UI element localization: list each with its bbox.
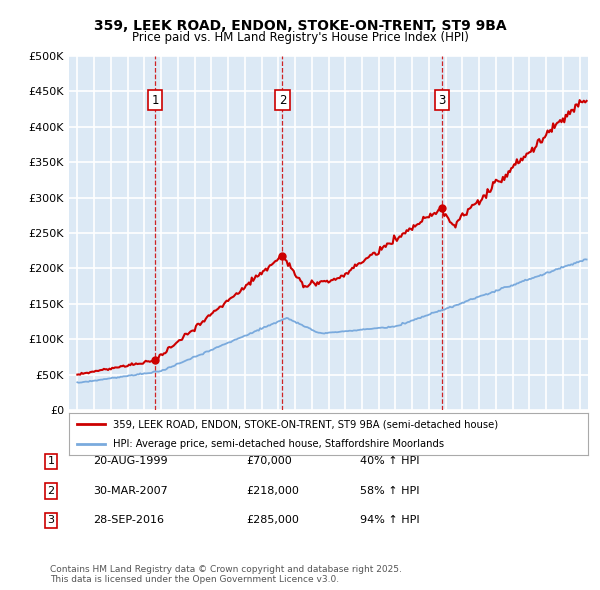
- Text: £285,000: £285,000: [246, 516, 299, 525]
- Text: 40% ↑ HPI: 40% ↑ HPI: [360, 457, 419, 466]
- Text: 2: 2: [47, 486, 55, 496]
- Text: 3: 3: [438, 94, 445, 107]
- Text: Contains HM Land Registry data © Crown copyright and database right 2025.
This d: Contains HM Land Registry data © Crown c…: [50, 565, 401, 584]
- Text: 3: 3: [47, 516, 55, 525]
- Text: 359, LEEK ROAD, ENDON, STOKE-ON-TRENT, ST9 9BA: 359, LEEK ROAD, ENDON, STOKE-ON-TRENT, S…: [94, 19, 506, 33]
- Text: £70,000: £70,000: [246, 457, 292, 466]
- Text: 2: 2: [279, 94, 286, 107]
- Text: 30-MAR-2007: 30-MAR-2007: [93, 486, 168, 496]
- Text: 1: 1: [151, 94, 159, 107]
- Text: £218,000: £218,000: [246, 486, 299, 496]
- Text: 359, LEEK ROAD, ENDON, STOKE-ON-TRENT, ST9 9BA (semi-detached house): 359, LEEK ROAD, ENDON, STOKE-ON-TRENT, S…: [113, 419, 498, 430]
- Text: Price paid vs. HM Land Registry's House Price Index (HPI): Price paid vs. HM Land Registry's House …: [131, 31, 469, 44]
- Text: 1: 1: [47, 457, 55, 466]
- Text: 28-SEP-2016: 28-SEP-2016: [93, 516, 164, 525]
- Text: 58% ↑ HPI: 58% ↑ HPI: [360, 486, 419, 496]
- Text: 20-AUG-1999: 20-AUG-1999: [93, 457, 167, 466]
- Text: 94% ↑ HPI: 94% ↑ HPI: [360, 516, 419, 525]
- Text: HPI: Average price, semi-detached house, Staffordshire Moorlands: HPI: Average price, semi-detached house,…: [113, 439, 444, 449]
